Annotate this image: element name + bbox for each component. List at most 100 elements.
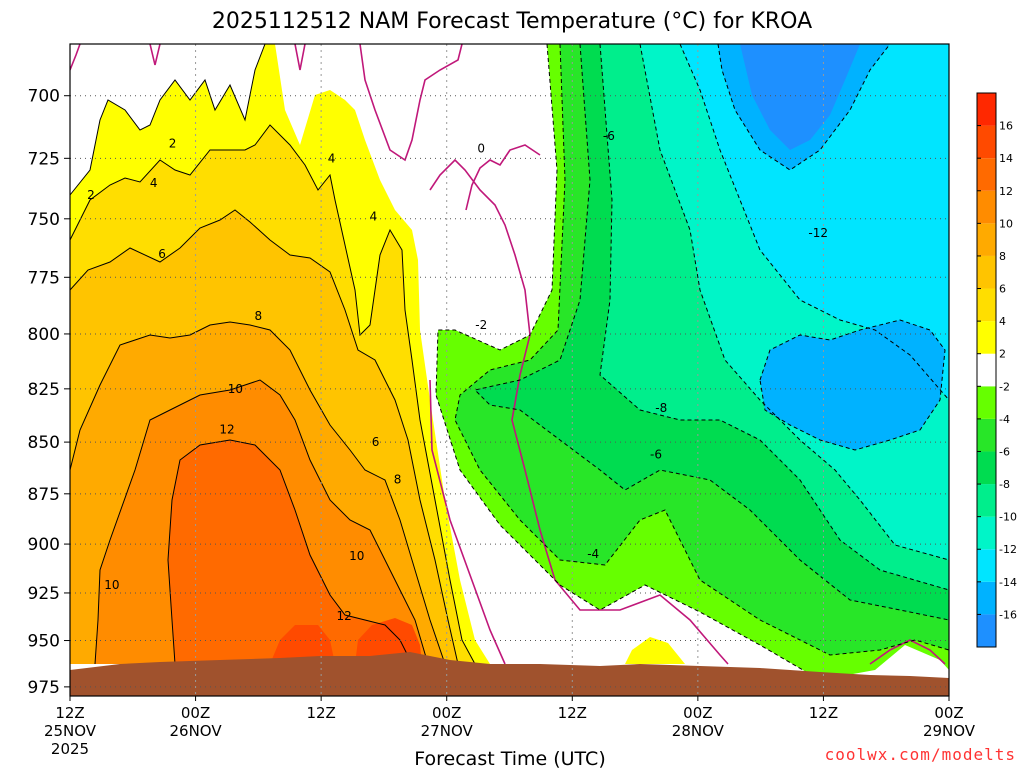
contour-neg-4 <box>454 44 949 656</box>
x-tick-label: 00Z <box>934 704 963 722</box>
contour-pos-8 <box>70 321 446 665</box>
colorbar-label: -2 <box>999 380 1010 393</box>
contour-pos-4 <box>70 124 476 665</box>
y-tick-label: 800 <box>28 325 60 345</box>
contour-zero-f <box>70 44 81 71</box>
contour-neg-14-lower <box>759 319 946 451</box>
colorbar-label: -12 <box>999 543 1017 556</box>
contour-neg-12 <box>679 44 949 401</box>
fill-above-2-small <box>625 637 685 664</box>
x-tick-label: 00Z <box>181 704 210 722</box>
colorbar-segment <box>977 288 996 322</box>
credit-text: coolwx.com/modelts <box>825 745 1016 764</box>
colorbar-label: 6 <box>999 283 1006 296</box>
colorbar-segment <box>977 321 996 354</box>
contour-label: 4 <box>150 176 158 190</box>
colorbar-segment <box>977 484 996 517</box>
colorbar-label: -16 <box>999 608 1017 621</box>
x-tick-date: 28NOV <box>672 722 725 740</box>
y-tick-label: 975 <box>28 678 60 698</box>
colorbar-label: 2 <box>999 348 1006 361</box>
contour-label: 2 <box>87 188 95 202</box>
contour-label: 10 <box>228 382 243 396</box>
x-tick-label: 00Z <box>432 704 461 722</box>
contour-pos-10 <box>94 379 429 665</box>
contour-zero-e <box>294 44 306 71</box>
y-axis: 700 725 750 775 800 825 850 875 900 925 950 975 <box>28 87 70 698</box>
colorbar-segment <box>977 386 996 419</box>
colorbar-segment <box>977 549 996 582</box>
fill-above-12 <box>168 440 412 664</box>
x-tick-label: 12Z <box>306 704 335 722</box>
x-tick-label: 12Z <box>558 704 587 722</box>
contour-pos-6 <box>70 209 459 665</box>
contour-label: 2 <box>169 136 177 150</box>
colorbar-label: 8 <box>999 250 1006 263</box>
contour-label: 6 <box>372 435 380 449</box>
colorbar-segment <box>977 418 996 452</box>
contour-neg-14 <box>717 44 891 171</box>
colorbar-segment <box>977 158 996 191</box>
colorbar-segment <box>977 190 996 224</box>
contour-pos-12 <box>167 439 413 665</box>
colorbar-frame <box>976 92 997 648</box>
fill-below-minus16 <box>740 44 860 150</box>
contour-neg-6 <box>474 44 949 621</box>
x-tick-label: 00Z <box>683 704 712 722</box>
contour-label: 12 <box>219 422 234 436</box>
y-tick-label: 750 <box>28 210 60 230</box>
colorbar: -16 -14 -12 -10 -8 -6 -4 -2 2 4 6 8 10 12 14 16 <box>976 92 1017 648</box>
contour-labels: 2 2 4 4 4 6 8 10 12 6 8 10 12 10 0 -2 -6 -12 -8 -6 -4 <box>87 129 828 623</box>
colorbar-label: 12 <box>999 185 1013 198</box>
plot-area <box>70 44 949 696</box>
y-tick-label: 825 <box>28 380 60 400</box>
contour-label: -6 <box>650 448 662 462</box>
fill-below-minus14-lower <box>760 320 945 450</box>
contour-label: 12 <box>337 609 352 623</box>
y-tick-label: 775 <box>28 268 60 288</box>
contour-label: 4 <box>328 151 336 165</box>
x-tick-date: 26NOV <box>170 722 223 740</box>
contour-zero-g <box>429 379 506 665</box>
contour-zero-d <box>149 44 161 66</box>
contour-label: 8 <box>394 472 402 486</box>
colorbar-label: -14 <box>999 576 1017 589</box>
y-tick-label: 925 <box>28 584 60 604</box>
colorbar-segment <box>977 353 996 387</box>
x-tick-label: 12Z <box>55 704 84 722</box>
colorbar-label: 10 <box>999 217 1013 230</box>
colorbar-segment <box>977 581 996 615</box>
x-tick-date: 27NOV <box>421 722 474 740</box>
x-tick-year: 2025 <box>51 740 89 758</box>
x-tick-label: 12Z <box>809 704 838 722</box>
contour-zero-b <box>429 158 729 665</box>
contour-label: -12 <box>808 226 828 240</box>
contour-label: -2 <box>475 318 487 332</box>
contour-zero-c <box>465 144 541 211</box>
y-tick-label: 850 <box>28 433 60 453</box>
colorbar-label: -4 <box>999 413 1010 426</box>
x-tick-date: 29NOV <box>923 722 976 740</box>
contour-neg-2 <box>435 44 821 681</box>
contour-pos-2 <box>70 44 266 196</box>
plot-frame <box>69 43 950 697</box>
contour-neg-8 <box>599 44 949 591</box>
contour-label: 10 <box>349 549 364 563</box>
colorbar-segment <box>977 516 996 550</box>
contour-neg-10 <box>639 44 949 561</box>
contour-label: 10 <box>104 578 119 592</box>
colorbar-segment <box>977 125 996 159</box>
colorbar-segment <box>977 223 996 256</box>
x-tick-date: 25NOV <box>44 722 97 740</box>
colorbar-segment <box>977 614 996 647</box>
grid-lines <box>70 44 949 696</box>
colorbar-label: 14 <box>999 152 1013 165</box>
terrain-ground <box>70 652 949 696</box>
contour-label: -8 <box>655 401 667 415</box>
contour-zero-a <box>359 44 463 162</box>
colorbar-label: -10 <box>999 511 1017 524</box>
fill-above-14 <box>270 625 335 664</box>
contour-label: -4 <box>587 547 599 561</box>
fill-below-minus12 <box>680 44 949 400</box>
